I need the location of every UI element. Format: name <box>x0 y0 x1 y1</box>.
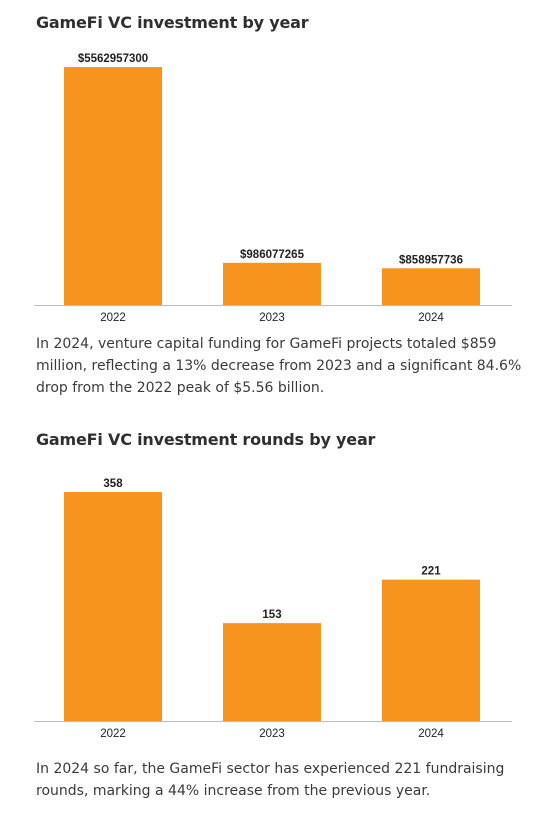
x-tick-label-2023: 2023 <box>259 728 285 740</box>
bar-2023 <box>223 262 321 305</box>
chart-description: In 2024 so far, the GameFi sector has ex… <box>36 761 505 799</box>
value-label-2022: $5562957300 <box>78 53 148 65</box>
value-label-2022: 358 <box>103 478 123 490</box>
bar-2022 <box>64 67 162 305</box>
bar-2024 <box>382 268 480 305</box>
chart-description: In 2024, venture capital funding for Gam… <box>36 336 522 396</box>
x-tick-label-2023: 2023 <box>259 312 285 324</box>
value-label-2023: $986077265 <box>240 249 305 261</box>
x-tick-label-2022: 2022 <box>100 312 126 324</box>
bar-chart-rounds: 358 2022 153 2023 221 2024 <box>34 478 512 740</box>
bar-2023 <box>223 623 321 721</box>
value-label-2024: $858957736 <box>399 254 463 266</box>
chart-title: GameFi VC investment by year <box>36 13 309 32</box>
bar-chart-investment: $5562957300 2022 $986077265 2023 $858957736 2… <box>34 53 512 324</box>
x-tick-label-2022: 2022 <box>100 728 126 740</box>
x-tick-label-2024: 2024 <box>418 312 444 324</box>
bar-2022 <box>64 492 162 721</box>
bar-2024 <box>382 579 480 721</box>
value-label-2023: 153 <box>262 609 281 621</box>
chart-title: GameFi VC investment rounds by year <box>36 430 376 449</box>
x-tick-label-2024: 2024 <box>418 728 444 740</box>
value-label-2024: 221 <box>421 566 441 578</box>
